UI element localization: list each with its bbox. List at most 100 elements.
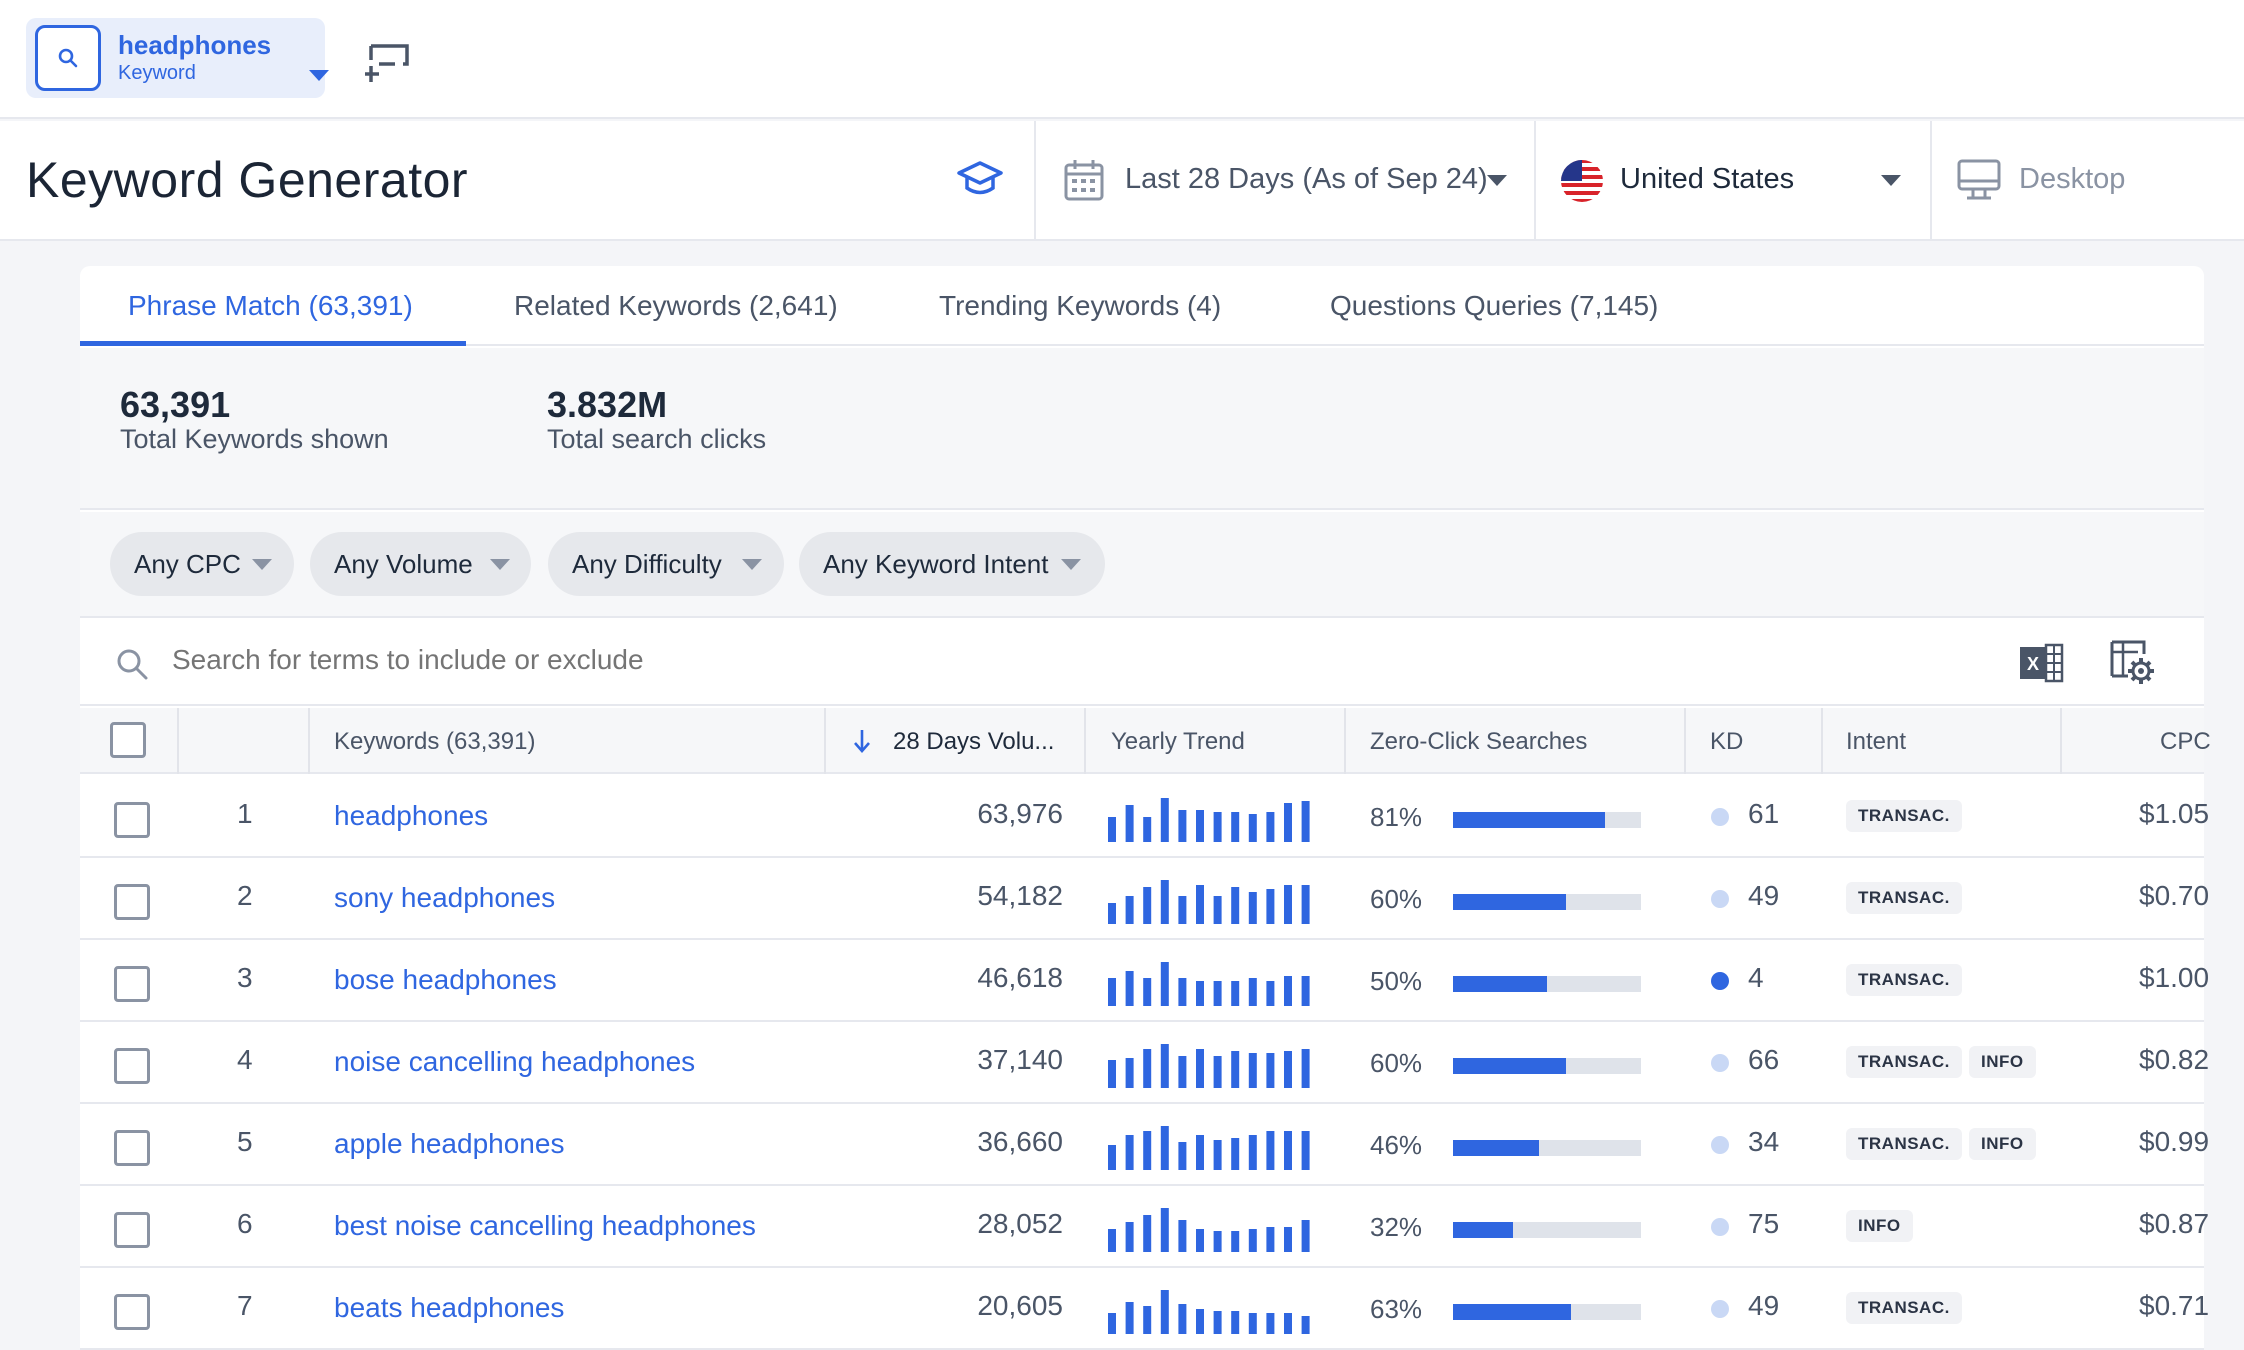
intent-badge: TRANSAC. xyxy=(1846,800,1962,832)
table-row: 2 sony headphones 54,182 60% 49 TRANSAC. $0.70 xyxy=(80,858,2209,940)
row-checkbox[interactable] xyxy=(114,802,150,838)
row-checkbox[interactable] xyxy=(114,1130,150,1166)
keywords-column-header[interactable]: Keywords (63,391) xyxy=(334,728,536,755)
svg-text:X: X xyxy=(2027,654,2039,674)
volume-column-header[interactable]: 28 Days Volu... xyxy=(893,728,1055,755)
country-label: United States xyxy=(1620,163,1795,195)
kd-value: 61 xyxy=(1748,798,1780,829)
zero-click-bar-fill xyxy=(1453,1222,1514,1238)
zero-click-bar-fill xyxy=(1453,1058,1566,1074)
cpc-filter-label: Any CPC xyxy=(134,549,241,579)
trend-bar xyxy=(1248,1229,1257,1252)
excel-export-icon[interactable]: X xyxy=(2018,640,2064,686)
trend-bar xyxy=(1108,903,1116,924)
cpc-value: $1.00 xyxy=(2139,962,2210,993)
search-input[interactable] xyxy=(172,644,1072,676)
trend-bar xyxy=(1125,971,1134,1006)
results-card: Phrase Match (63,391) Related Keywords (… xyxy=(80,266,2211,1350)
row-volume: 37,140 xyxy=(977,1044,1063,1075)
trend-bar xyxy=(1284,1051,1292,1088)
trend-bar xyxy=(1301,801,1310,842)
trend-bar xyxy=(1178,978,1187,1006)
keyword-link[interactable]: headphones xyxy=(334,800,489,831)
trend-bar xyxy=(1231,1051,1240,1088)
tab-trending-keywords[interactable]: Trending Keywords (4) xyxy=(939,290,1222,321)
trend-bar xyxy=(1178,1142,1187,1170)
kd-value: 34 xyxy=(1748,1126,1780,1157)
zero-click-column-header[interactable]: Zero-Click Searches xyxy=(1370,728,1588,755)
keyword-link[interactable]: beats headphones xyxy=(334,1292,565,1323)
trend-bar xyxy=(1266,1227,1275,1252)
volume-filter-label: Any Volume xyxy=(334,549,473,579)
column-settings-icon[interactable] xyxy=(2108,638,2156,686)
intent-column-header[interactable]: Intent xyxy=(1846,728,1907,755)
tab-related-keywords[interactable]: Related Keywords (2,641) xyxy=(514,290,838,321)
chevron-down-icon xyxy=(252,559,272,570)
trend-bar xyxy=(1248,978,1257,1006)
keyword-link[interactable]: bose headphones xyxy=(334,964,557,995)
intent-badge: TRANSAC. xyxy=(1846,1128,1962,1160)
table-row: 1 headphones 63,976 81% 61 TRANSAC. $1.05 xyxy=(80,776,2209,858)
keyword-link[interactable]: best noise cancelling headphones xyxy=(334,1210,756,1241)
trend-bar xyxy=(1266,889,1275,924)
trend-bar xyxy=(1301,976,1310,1006)
trend-bar xyxy=(1143,1131,1152,1170)
trend-bar xyxy=(1248,1313,1257,1334)
row-checkbox[interactable] xyxy=(114,1212,150,1248)
trend-bar xyxy=(1125,1058,1134,1088)
page-header: Keyword Generator Last 28 Days (As of Se… xyxy=(0,121,2244,241)
table-row: 5 apple headphones 36,660 46% 34 TRANSAC. INFO… xyxy=(80,1104,2209,1186)
chevron-down-icon xyxy=(1881,175,1901,186)
intent-badge: TRANSAC. xyxy=(1846,882,1962,914)
graduation-cap-icon[interactable] xyxy=(955,157,1005,206)
keyword-link[interactable]: noise cancelling headphones xyxy=(334,1046,696,1077)
keyword-link[interactable]: sony headphones xyxy=(334,882,556,913)
trend-bar xyxy=(1231,1138,1240,1170)
tab-phrase-match[interactable]: Phrase Match (63,391) xyxy=(128,290,413,321)
cpc-column-header[interactable]: CPC xyxy=(2160,728,2211,755)
keyword-link[interactable]: apple headphones xyxy=(334,1128,565,1159)
zero-click-percent: 46% xyxy=(1370,1130,1423,1160)
trend-bar xyxy=(1301,1049,1310,1088)
intent-filter[interactable]: Any Keyword Intent xyxy=(799,532,1105,596)
intent-badge: TRANSAC. xyxy=(1846,964,1962,996)
volume-filter[interactable]: Any Volume xyxy=(310,532,531,596)
zero-click-percent: 60% xyxy=(1370,884,1423,914)
divider xyxy=(1930,121,1932,239)
keyword-selector[interactable]: headphones Keyword xyxy=(26,18,329,98)
trend-bar xyxy=(1160,1044,1169,1088)
intent-badge: INFO xyxy=(1969,1128,2036,1160)
intent-badge: TRANSAC. xyxy=(1846,1292,1962,1324)
keyword-value: headphones xyxy=(118,30,272,60)
kd-column-header[interactable]: KD xyxy=(1710,728,1744,755)
row-checkbox[interactable] xyxy=(114,1294,150,1330)
trend-bar xyxy=(1125,896,1134,924)
divider xyxy=(1534,121,1536,239)
sort-desc-icon xyxy=(854,730,870,753)
row-checkbox[interactable] xyxy=(114,966,150,1002)
yearly-trend-sparkline xyxy=(1108,962,1310,1006)
table-header: Keywords (63,391) 28 Days Volu... Yearly… xyxy=(80,708,2211,774)
row-volume: 46,618 xyxy=(977,962,1063,993)
trend-bar xyxy=(1143,978,1152,1006)
difficulty-filter[interactable]: Any Difficulty xyxy=(548,532,784,596)
trend-bar xyxy=(1231,1231,1240,1252)
trend-bar xyxy=(1160,1208,1169,1252)
tab-bar: Phrase Match (63,391) Related Keywords (… xyxy=(80,266,2204,346)
zero-click-percent: 32% xyxy=(1370,1212,1423,1242)
trend-bar xyxy=(1284,1313,1292,1334)
trend-bar xyxy=(1213,1311,1222,1334)
yearly-trend-sparkline xyxy=(1108,1044,1310,1088)
zero-click-bar xyxy=(1453,1222,1641,1238)
select-all-checkbox[interactable] xyxy=(110,722,146,758)
cpc-value: $0.71 xyxy=(2139,1290,2210,1321)
cpc-filter[interactable]: Any CPC xyxy=(110,532,294,596)
zero-click-bar-fill xyxy=(1453,976,1547,992)
add-compare-icon[interactable] xyxy=(363,38,413,89)
tab-questions-queries[interactable]: Questions Queries (7,145) xyxy=(1330,290,1659,321)
trend-column-header[interactable]: Yearly Trend xyxy=(1111,728,1245,755)
row-checkbox[interactable] xyxy=(114,1048,150,1084)
row-checkbox[interactable] xyxy=(114,884,150,920)
trend-bar xyxy=(1178,1220,1187,1252)
yearly-trend-sparkline xyxy=(1108,798,1310,842)
